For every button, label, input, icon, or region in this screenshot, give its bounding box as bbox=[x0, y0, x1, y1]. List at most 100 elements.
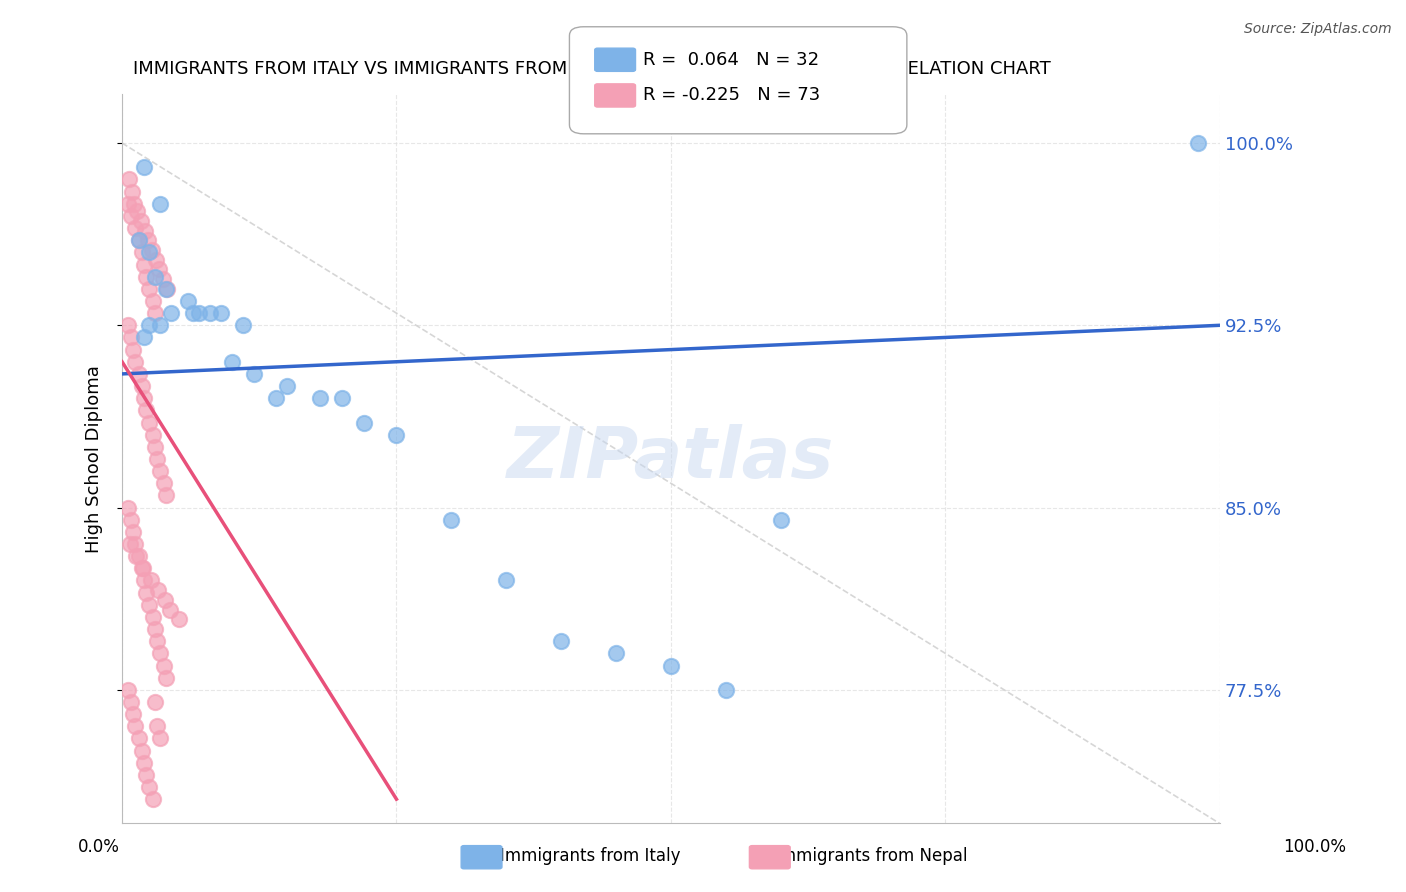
Y-axis label: High School Diploma: High School Diploma bbox=[86, 365, 103, 553]
Point bbox=[120, 513, 142, 527]
Point bbox=[135, 403, 157, 417]
Point bbox=[142, 427, 165, 442]
Point bbox=[330, 391, 353, 405]
Point bbox=[148, 583, 170, 598]
Point bbox=[143, 440, 166, 454]
Point bbox=[135, 585, 157, 599]
Point bbox=[138, 318, 160, 333]
Point bbox=[152, 476, 174, 491]
Point bbox=[120, 209, 142, 223]
Point bbox=[152, 658, 174, 673]
Point bbox=[124, 355, 146, 369]
Point bbox=[117, 172, 139, 186]
Point bbox=[141, 243, 163, 257]
Text: Immigrants from Nepal: Immigrants from Nepal bbox=[776, 847, 967, 865]
Point bbox=[128, 731, 150, 746]
Point bbox=[138, 598, 160, 612]
Point bbox=[605, 646, 627, 660]
Point bbox=[143, 306, 166, 320]
Point bbox=[117, 318, 139, 333]
Point bbox=[138, 282, 160, 296]
Point bbox=[198, 306, 221, 320]
Text: R =  0.064   N = 32: R = 0.064 N = 32 bbox=[643, 51, 818, 69]
Point bbox=[120, 695, 142, 709]
Point bbox=[135, 269, 157, 284]
Point bbox=[308, 391, 330, 405]
Point bbox=[714, 682, 737, 697]
Text: Immigrants from Italy: Immigrants from Italy bbox=[501, 847, 681, 865]
Text: ZIPatlas: ZIPatlas bbox=[508, 425, 835, 493]
Point bbox=[385, 427, 408, 442]
Point bbox=[131, 561, 153, 575]
Text: 0.0%: 0.0% bbox=[77, 838, 120, 856]
Point bbox=[122, 707, 145, 722]
Point bbox=[149, 196, 172, 211]
Point bbox=[131, 743, 153, 757]
Point bbox=[138, 245, 160, 260]
Point bbox=[143, 269, 166, 284]
Point bbox=[139, 574, 162, 588]
Text: 100.0%: 100.0% bbox=[1284, 838, 1346, 856]
Point bbox=[353, 416, 375, 430]
Point bbox=[145, 252, 167, 267]
Point bbox=[127, 204, 149, 219]
Point bbox=[146, 719, 169, 733]
Point bbox=[177, 293, 200, 308]
Point bbox=[146, 634, 169, 648]
Point bbox=[124, 537, 146, 551]
Point bbox=[143, 695, 166, 709]
Point bbox=[122, 524, 145, 539]
Point bbox=[221, 355, 243, 369]
Point bbox=[131, 379, 153, 393]
Point bbox=[124, 719, 146, 733]
Point bbox=[138, 780, 160, 794]
Point bbox=[146, 452, 169, 467]
Point bbox=[153, 593, 176, 607]
Point bbox=[550, 634, 572, 648]
Point bbox=[143, 622, 166, 636]
Text: IMMIGRANTS FROM ITALY VS IMMIGRANTS FROM NEPAL HIGH SCHOOL DIPLOMA CORRELATION C: IMMIGRANTS FROM ITALY VS IMMIGRANTS FROM… bbox=[134, 60, 1050, 78]
Text: R = -0.225   N = 73: R = -0.225 N = 73 bbox=[643, 87, 820, 104]
Point bbox=[131, 245, 153, 260]
Point bbox=[142, 293, 165, 308]
Point bbox=[155, 488, 177, 502]
Point bbox=[128, 367, 150, 381]
Point bbox=[769, 513, 792, 527]
Point bbox=[209, 306, 232, 320]
Point bbox=[132, 330, 155, 344]
Point bbox=[128, 549, 150, 564]
Point bbox=[132, 391, 155, 405]
Point bbox=[1187, 136, 1209, 150]
Point bbox=[160, 306, 183, 320]
Point bbox=[132, 561, 155, 575]
Point bbox=[183, 306, 205, 320]
Point bbox=[132, 161, 155, 175]
Point bbox=[122, 196, 145, 211]
Point bbox=[242, 367, 264, 381]
Point bbox=[117, 196, 139, 211]
Point bbox=[118, 537, 141, 551]
Point bbox=[149, 464, 172, 478]
Point bbox=[149, 318, 172, 333]
Point bbox=[264, 391, 287, 405]
Point bbox=[167, 612, 190, 626]
Point bbox=[117, 682, 139, 697]
Point bbox=[152, 272, 174, 286]
Point bbox=[138, 233, 160, 247]
Point bbox=[125, 549, 148, 564]
Point bbox=[142, 610, 165, 624]
Point bbox=[187, 306, 209, 320]
Point bbox=[129, 214, 152, 228]
Point bbox=[134, 223, 156, 237]
Point bbox=[142, 792, 165, 806]
Point bbox=[159, 602, 181, 616]
Point bbox=[121, 185, 143, 199]
Point bbox=[122, 343, 145, 357]
Point bbox=[132, 574, 155, 588]
Point bbox=[132, 756, 155, 770]
Text: Source: ZipAtlas.com: Source: ZipAtlas.com bbox=[1244, 22, 1392, 37]
Point bbox=[128, 233, 150, 247]
Point bbox=[120, 330, 142, 344]
Point bbox=[124, 221, 146, 235]
Point bbox=[276, 379, 298, 393]
